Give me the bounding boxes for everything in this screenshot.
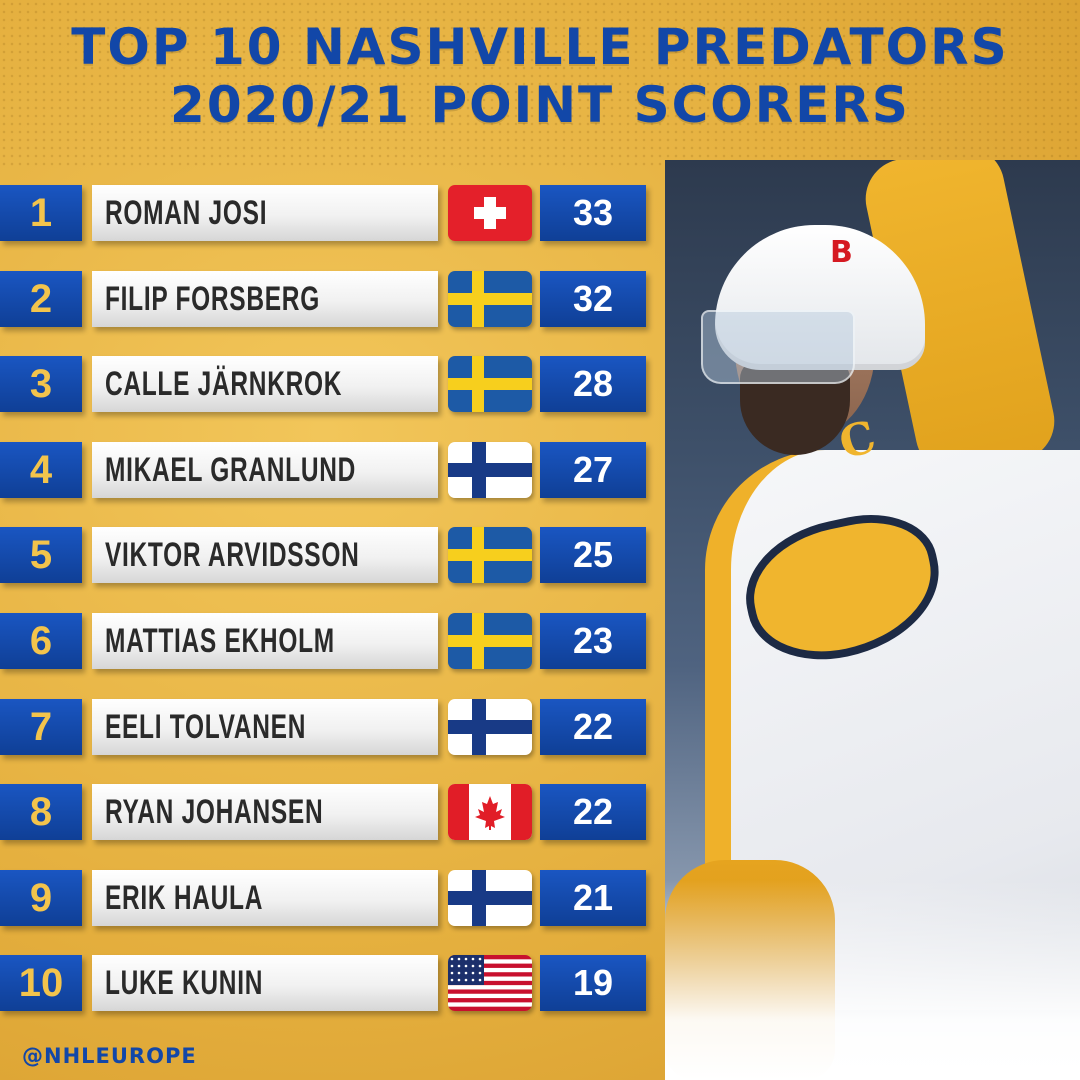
helmet-icon	[715, 225, 925, 370]
points-value: 21	[572, 876, 614, 918]
rank-badge: 9	[0, 869, 82, 926]
player-name: MIKAEL GRANLUND	[104, 450, 357, 489]
page-title: TOP 10 NASHVILLE PREDATORS 2020/21 POINT…	[0, 18, 1080, 134]
rank-badge: 1	[0, 185, 82, 241]
player-name: ROMAN JOSI	[104, 194, 268, 232]
player-name: EELI TOLVANEN	[104, 707, 307, 746]
rank-badge: 3	[0, 356, 82, 413]
title-line-2: 2020/21 POINT SCORERS	[170, 76, 910, 134]
points-badge: 22	[540, 698, 646, 755]
points-value: 22	[572, 791, 614, 833]
scorer-row: 5 VIKTOR ARVIDSSON 25	[0, 527, 660, 584]
points-badge: 27	[540, 441, 646, 498]
sweden-flag-icon	[448, 613, 532, 669]
scorer-row: 10 LUKE KUNIN 19	[0, 955, 660, 1012]
points-badge: 28	[540, 356, 646, 413]
player-name-plate: ROMAN JOSI	[92, 185, 438, 241]
player-name-plate: FILIP FORSBERG	[92, 270, 438, 327]
player-name-plate: ERIK HAULA	[92, 869, 438, 926]
rank-number: 7	[29, 704, 53, 749]
rank-number: 1	[29, 191, 53, 235]
points-value: 33	[572, 192, 614, 233]
sweden-flag-icon	[448, 527, 532, 584]
player-name: VIKTOR ARVIDSSON	[104, 536, 360, 575]
rank-number: 8	[29, 790, 53, 835]
player-name: CALLE JÄRNKROK	[104, 365, 343, 404]
sweden-flag-icon	[448, 356, 532, 413]
canada-flag-icon	[448, 784, 532, 841]
scorer-row: 3 CALLE JÄRNKROK 28	[0, 356, 660, 413]
points-badge: 32	[540, 270, 646, 327]
points-badge: 21	[540, 869, 646, 926]
scorer-row: 9 ERIK HAULA 21	[0, 869, 660, 926]
sweden-flag-icon	[448, 270, 532, 327]
rank-badge: 10	[0, 955, 82, 1012]
player-name-plate: MATTIAS EKHOLM	[92, 613, 438, 669]
rank-number: 10	[18, 961, 64, 1006]
switzerland-flag-icon	[448, 185, 532, 241]
player-name: ERIK HAULA	[104, 878, 264, 917]
player-name: LUKE KUNIN	[104, 964, 264, 1003]
points-value: 23	[572, 620, 614, 661]
finland-flag-icon	[448, 698, 532, 755]
usa-flag-icon	[448, 955, 532, 1012]
finland-flag-icon	[448, 869, 532, 926]
title-line-1: TOP 10 NASHVILLE PREDATORS	[71, 18, 1009, 76]
scorer-row: 4 MIKAEL GRANLUND 27	[0, 441, 660, 498]
finland-flag-icon	[448, 441, 532, 498]
player-name-plate: LUKE KUNIN	[92, 955, 438, 1012]
rank-number: 3	[29, 362, 53, 407]
scorer-row: 2 FILIP FORSBERG 32	[0, 270, 660, 327]
player-name: FILIP FORSBERG	[104, 279, 320, 318]
rank-number: 5	[29, 533, 53, 578]
points-value: 28	[572, 363, 614, 405]
scorer-row: 8 RYAN JOHANSEN 22	[0, 784, 660, 841]
rank-badge: 4	[0, 441, 82, 498]
rank-badge: 2	[0, 270, 82, 327]
player-name-plate: CALLE JÄRNKROK	[92, 356, 438, 413]
player-name: RYAN JOHANSEN	[104, 793, 324, 832]
dotted-texture	[0, 0, 1080, 170]
social-handle: @NHLEUROPE	[22, 1044, 197, 1068]
player-photo: C B	[665, 160, 1080, 1080]
rank-number: 2	[29, 276, 53, 321]
points-badge: 19	[540, 955, 646, 1012]
player-name-plate: RYAN JOHANSEN	[92, 784, 438, 841]
player-name-plate: EELI TOLVANEN	[92, 698, 438, 755]
points-badge: 25	[540, 527, 646, 584]
rank-number: 4	[29, 447, 53, 492]
points-badge: 22	[540, 784, 646, 841]
points-value: 22	[572, 705, 614, 747]
player-name-plate: VIKTOR ARVIDSSON	[92, 527, 438, 584]
points-value: 27	[572, 448, 614, 490]
points-badge: 33	[540, 185, 646, 241]
points-value: 19	[572, 962, 614, 1004]
player-name-plate: MIKAEL GRANLUND	[92, 441, 438, 498]
scorer-row: 1 ROMAN JOSI 33	[0, 185, 660, 241]
rank-badge: 5	[0, 527, 82, 584]
points-badge: 23	[540, 613, 646, 669]
scorer-row: 6 MATTIAS EKHOLM 23	[0, 613, 660, 669]
rank-number: 6	[29, 619, 53, 663]
helmet-brand-icon: B	[830, 235, 853, 270]
rank-badge: 7	[0, 698, 82, 755]
rank-badge: 8	[0, 784, 82, 841]
rank-badge: 6	[0, 613, 82, 669]
player-name: MATTIAS EKHOLM	[104, 622, 335, 660]
points-value: 32	[572, 277, 614, 319]
points-value: 25	[572, 534, 614, 576]
scorer-row: 7 EELI TOLVANEN 22	[0, 698, 660, 755]
rank-number: 9	[29, 875, 53, 920]
